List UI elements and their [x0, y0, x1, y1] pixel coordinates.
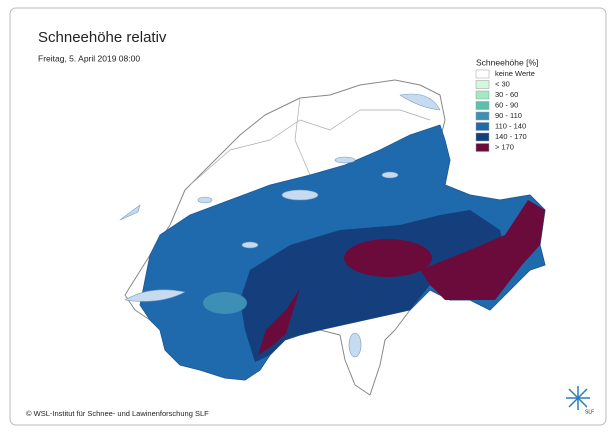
legend-swatch — [475, 122, 490, 131]
legend-label: 90 - 110 — [495, 111, 522, 120]
legend: Schneehöhe [%] keine Werte< 30 30 - 6060 … — [475, 57, 538, 152]
lake — [197, 196, 213, 204]
legend-swatch — [475, 132, 490, 142]
subtitle: Freitag, 5. April 2019 08:00 — [38, 53, 140, 63]
legend-swatch — [475, 90, 490, 100]
legend-label: keine Werte — [495, 69, 535, 78]
region-90-110 — [203, 292, 247, 314]
canton-border — [294, 97, 311, 176]
legend-swatch — [475, 143, 490, 152]
logo-text: SLF — [585, 409, 594, 415]
legend-label: 110 - 140 — [495, 121, 526, 130]
legend-swatch — [475, 80, 490, 89]
lake — [281, 189, 319, 201]
copyright: © WSL-Institut für Schnee- und Lawinenfo… — [26, 409, 209, 418]
lake — [399, 93, 441, 111]
region-140-170 — [240, 210, 510, 362]
region-over-170 — [420, 200, 545, 300]
legend-title: Schneehöhe [%] — [476, 57, 538, 67]
legend-label: < 30 — [495, 79, 510, 88]
legend-label: > 170 — [495, 142, 514, 151]
legend-label: 30 - 60 — [495, 90, 518, 99]
title: Schneehöhe relativ — [38, 29, 167, 46]
legend-swatch — [475, 101, 490, 110]
lakes — [119, 93, 441, 358]
logo-stroke — [568, 388, 588, 408]
region-over-170 — [258, 288, 300, 355]
lake — [381, 171, 399, 179]
canton-border — [189, 109, 431, 186]
lake — [348, 332, 362, 358]
legend-swatch — [475, 69, 490, 79]
legend-label: 60 - 90 — [495, 100, 518, 109]
lake — [241, 241, 259, 249]
switzerland-map — [119, 79, 546, 396]
lake — [124, 289, 186, 302]
lake — [119, 204, 141, 221]
legend-label: 140 - 170 — [495, 132, 527, 141]
lake — [334, 156, 356, 164]
legend-swatch — [475, 111, 490, 121]
logo — [566, 386, 590, 410]
region-over-170 — [344, 239, 432, 277]
